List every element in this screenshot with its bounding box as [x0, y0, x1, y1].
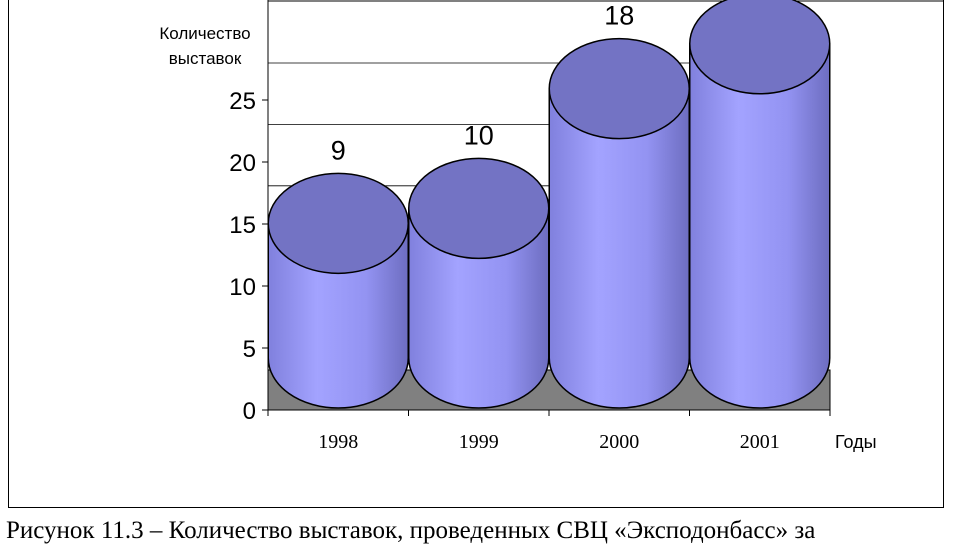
data-labels: 9101821: [331, 1, 635, 166]
bar-1998: [267, 172, 409, 409]
x-tick-label: 2000: [599, 431, 639, 453]
y-tick-label: 5: [243, 336, 256, 363]
x-tick-label: 1999: [459, 431, 499, 453]
bar-body: [408, 207, 550, 409]
figure-caption: Рисунок 11.3 – Количество выставок, пров…: [6, 517, 816, 544]
y-tick-label: 0: [243, 398, 256, 425]
y-tick-label: 15: [229, 212, 256, 239]
bar-body: [689, 43, 831, 409]
bar-top: [548, 37, 690, 140]
chart-floor: [267, 369, 831, 411]
y-axis-title-line2: выставок: [169, 49, 242, 68]
y-tick-label: 25: [229, 88, 256, 115]
x-tick-label: 1998: [318, 431, 358, 453]
y-tick-label: 20: [229, 150, 256, 177]
y-tick-label: 10: [229, 274, 256, 301]
bar-1999: [408, 157, 550, 409]
floor-plane: [267, 369, 831, 411]
bar-body: [267, 222, 409, 409]
bars: [267, 0, 831, 409]
data-label: 10: [464, 120, 494, 150]
x-axis-title: Годы: [835, 432, 877, 452]
x-axis-labels: 1998 1999 2000 2001: [267, 410, 831, 453]
data-label: 9: [331, 135, 346, 165]
bar-top: [267, 172, 409, 275]
bar-2000: [548, 37, 690, 409]
y-axis-ticks: 0 5 10 15 20 25: [229, 88, 268, 425]
bar-top: [408, 157, 550, 260]
bar-top: [689, 0, 831, 95]
bar-body: [548, 87, 690, 409]
data-label: 18: [604, 1, 634, 31]
bar-2001: [689, 0, 831, 409]
y-axis-title-line1: Количество: [159, 24, 250, 43]
x-tick-label: 2001: [740, 431, 780, 453]
chart-frame: [8, 0, 944, 508]
